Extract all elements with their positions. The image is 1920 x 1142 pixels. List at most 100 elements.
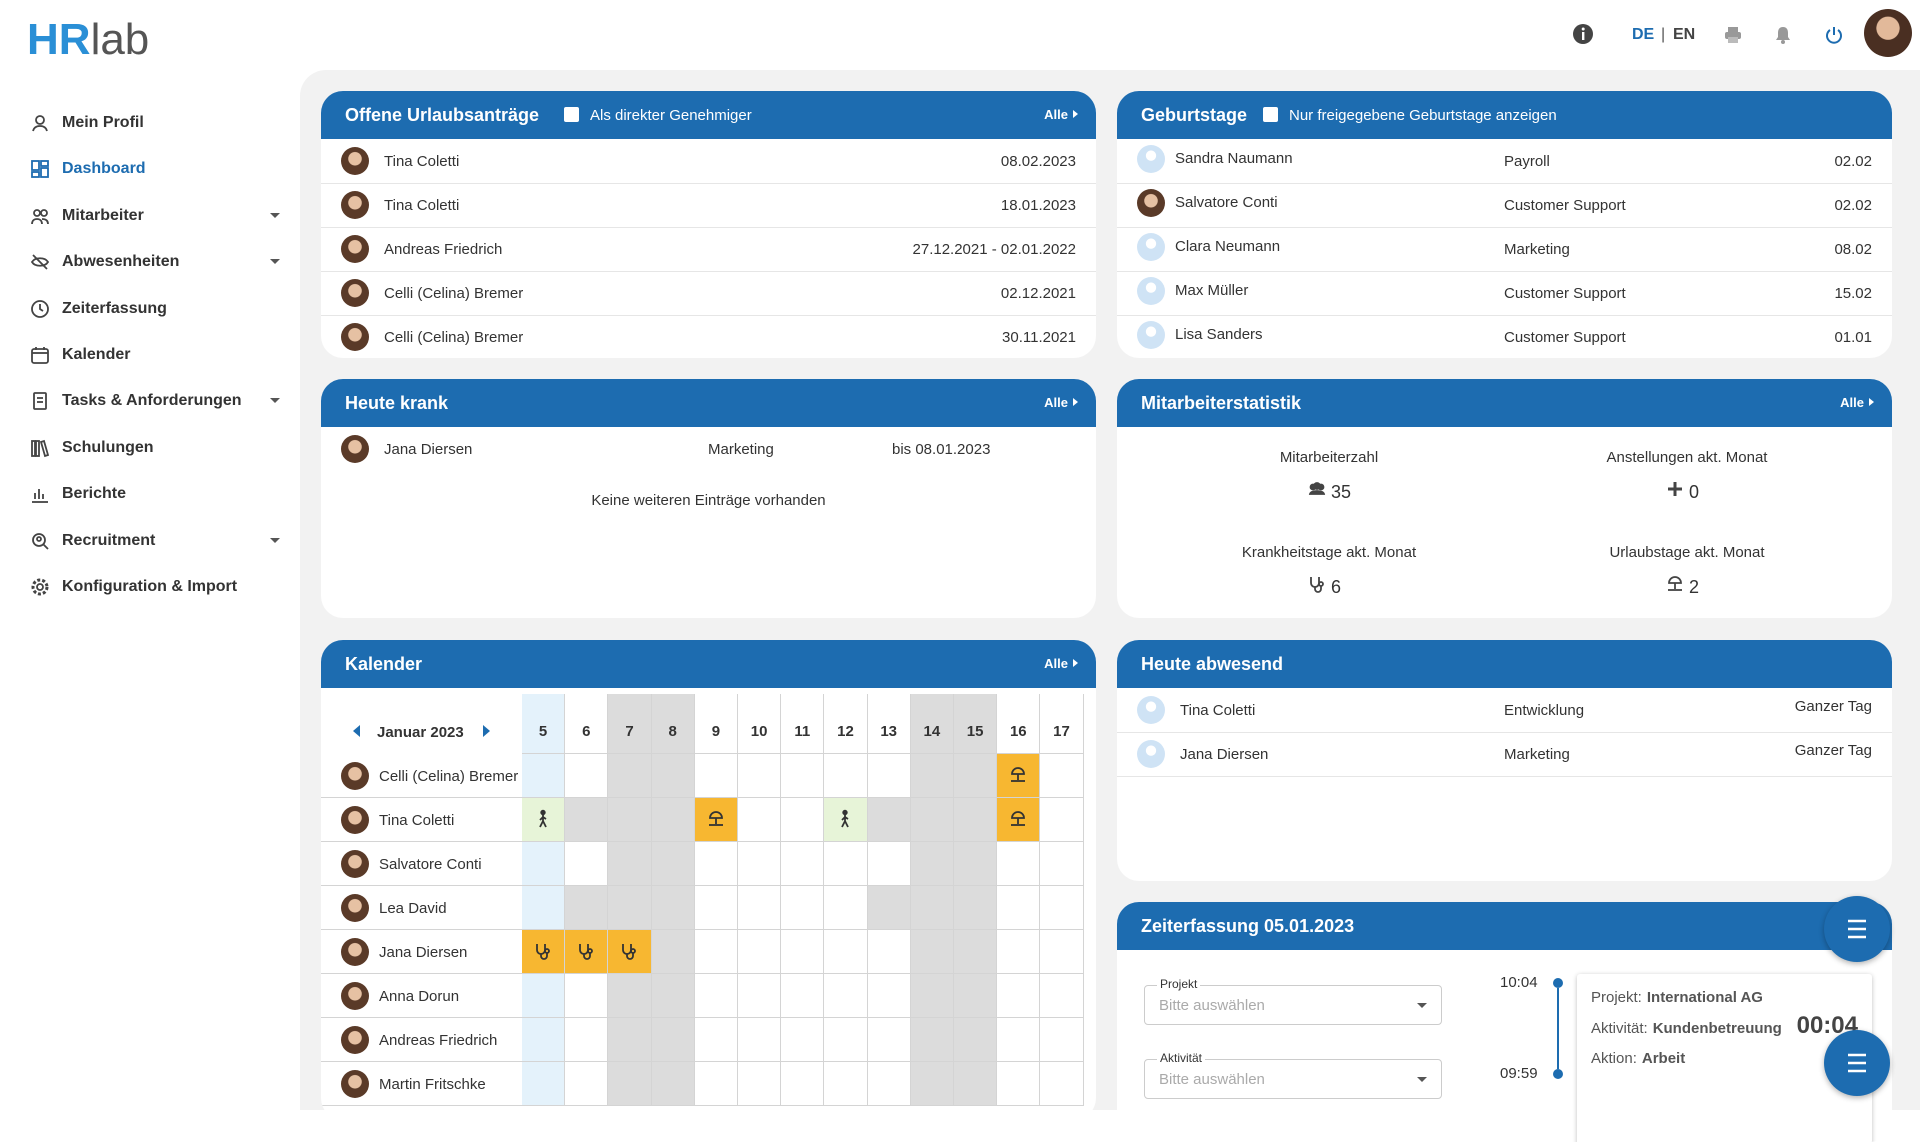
- logo[interactable]: HRlab: [27, 18, 149, 62]
- nav-item[interactable]: Mitarbeiter: [28, 201, 288, 231]
- day-cell: [1040, 842, 1084, 886]
- day-cell: [565, 798, 609, 842]
- stat-label: Urlaubstage akt. Monat: [1609, 544, 1765, 561]
- icon-part: [31, 439, 36, 457]
- request-row[interactable]: Andreas Friedrich 27.12.2021 - 02.01.2022: [321, 227, 1096, 272]
- menu-button[interactable]: [1824, 896, 1890, 962]
- submenu-caret: [270, 259, 280, 265]
- avatar-photo: [341, 982, 369, 1010]
- day-cell: [954, 974, 998, 1018]
- all-link[interactable]: Alle: [1840, 395, 1874, 410]
- info-icon[interactable]: [1572, 23, 1594, 45]
- day-cell: [781, 930, 825, 974]
- submenu-caret: [270, 212, 280, 218]
- day-cell[interactable]: [997, 754, 1041, 798]
- lang-de[interactable]: DE: [1632, 26, 1655, 43]
- day-cell: [781, 1062, 825, 1106]
- day-cell[interactable]: [565, 930, 609, 974]
- avatar-placeholder: [1137, 277, 1165, 305]
- nav-label: Kalender: [62, 346, 131, 363]
- nav-item[interactable]: Schulungen: [28, 433, 288, 463]
- icon-part: [630, 948, 637, 954]
- logout-icon[interactable]: [1824, 25, 1844, 45]
- day-cell[interactable]: [522, 930, 566, 974]
- day-cell[interactable]: [608, 930, 652, 974]
- day-cell: [781, 1018, 825, 1062]
- day-cell: [954, 930, 998, 974]
- all-link[interactable]: Alle: [1044, 395, 1078, 410]
- select-box[interactable]: Aktivität Bitte auswählen: [1144, 1051, 1442, 1099]
- day-cell: [608, 754, 652, 798]
- icon-part: [39, 439, 50, 457]
- request-row[interactable]: Tina Coletti 08.02.2023: [321, 139, 1096, 184]
- page-body: {"brand":{"hr":"HR","lab":"lab"}, "topba…: [27, 9, 1920, 1110]
- all-link[interactable]: Alle: [1044, 656, 1078, 671]
- absent-today-panel: Heute abwesend Tina Coletti Entwicklung Gan…: [1117, 640, 1892, 881]
- user-avatar[interactable]: [1864, 9, 1912, 57]
- nav-item[interactable]: Tasks & Anforderungen: [28, 386, 288, 416]
- event-icon: [533, 941, 553, 966]
- nav-item[interactable]: Zeiterfassung: [28, 294, 288, 324]
- card-value: Arbeit: [1641, 1050, 1686, 1067]
- nav-item[interactable]: Konfiguration & Import: [28, 572, 288, 602]
- request-date: 27.12.2021 - 02.01.2022: [912, 241, 1076, 258]
- nav-label: Tasks & Anforderungen: [62, 392, 242, 410]
- panel-title: Geburtstage: [1141, 105, 1248, 125]
- nav-item[interactable]: Kalender: [28, 340, 288, 370]
- menu-icon: [1848, 1053, 1866, 1073]
- nav-item[interactable]: Mein Profil: [28, 108, 288, 138]
- nav-item[interactable]: Abwesenheiten: [28, 247, 288, 277]
- day-cell[interactable]: [522, 798, 566, 842]
- panel-header: Kalender Alle: [321, 640, 1096, 688]
- stat-value: 35: [1331, 482, 1352, 502]
- lang-en[interactable]: EN: [1673, 26, 1696, 43]
- stat-value: 2: [1689, 577, 1700, 597]
- employee-name: Max Müller: [1175, 282, 1249, 299]
- bell-icon[interactable]: [1773, 25, 1793, 45]
- day-cell: [651, 842, 695, 886]
- icon-part: [1310, 577, 1324, 593]
- request-date: 30.11.2021: [1002, 329, 1076, 346]
- all-link[interactable]: Alle: [1044, 107, 1078, 122]
- nav-label: Abwesenheiten: [62, 253, 180, 271]
- day-cell: [781, 886, 825, 930]
- name-cell: [321, 842, 522, 886]
- department: Marketing: [1504, 241, 1570, 258]
- panel-title: Heute krank: [345, 393, 449, 413]
- checkbox[interactable]: [564, 107, 579, 122]
- request-row[interactable]: Tina Coletti 18.01.2023: [321, 183, 1096, 228]
- day-cell: [694, 974, 738, 1018]
- nav-item[interactable]: Berichte: [28, 479, 288, 509]
- entry-time: 10:04: [1500, 974, 1538, 991]
- next-month[interactable]: [483, 725, 490, 737]
- day-header: 14: [910, 694, 954, 754]
- request-row[interactable]: Celli (Celina) Bremer 30.11.2021: [321, 315, 1096, 358]
- day-cell: [910, 754, 954, 798]
- icon-part: [31, 578, 49, 596]
- print-icon[interactable]: [1723, 25, 1743, 45]
- prev-month[interactable]: [353, 725, 360, 737]
- icon-part: [1728, 27, 1738, 32]
- icon-part: [32, 532, 46, 547]
- select-box[interactable]: Projekt Bitte auswählen: [1144, 977, 1442, 1025]
- icon-part: [32, 115, 48, 132]
- day-cell[interactable]: [824, 798, 868, 842]
- nav-item[interactable]: Recruitment: [28, 526, 288, 556]
- day-cell: [694, 1062, 738, 1106]
- day-cell: [694, 1018, 738, 1062]
- icon-part: [31, 299, 49, 318]
- icon-part: [544, 948, 550, 954]
- calendar-panel: Kalender Alle Januar 2023 5 6 7 8 9 10 11 12 13 14 15…: [321, 640, 1096, 1120]
- menu-icon: [1848, 919, 1866, 939]
- nav-item[interactable]: Dashboard: [28, 154, 288, 184]
- employee-name: Sandra Naumann: [1175, 150, 1293, 167]
- day-cell[interactable]: [694, 798, 738, 842]
- request-row[interactable]: Celli (Celina) Bremer 02.12.2021: [321, 271, 1096, 316]
- day-number: 10: [750, 723, 768, 740]
- day-cell: [824, 842, 868, 886]
- day-cell[interactable]: [997, 798, 1041, 842]
- name-cell: [321, 754, 522, 798]
- menu-button[interactable]: [1824, 1030, 1890, 1096]
- icon-part: [31, 439, 50, 457]
- checkbox[interactable]: [1263, 107, 1278, 122]
